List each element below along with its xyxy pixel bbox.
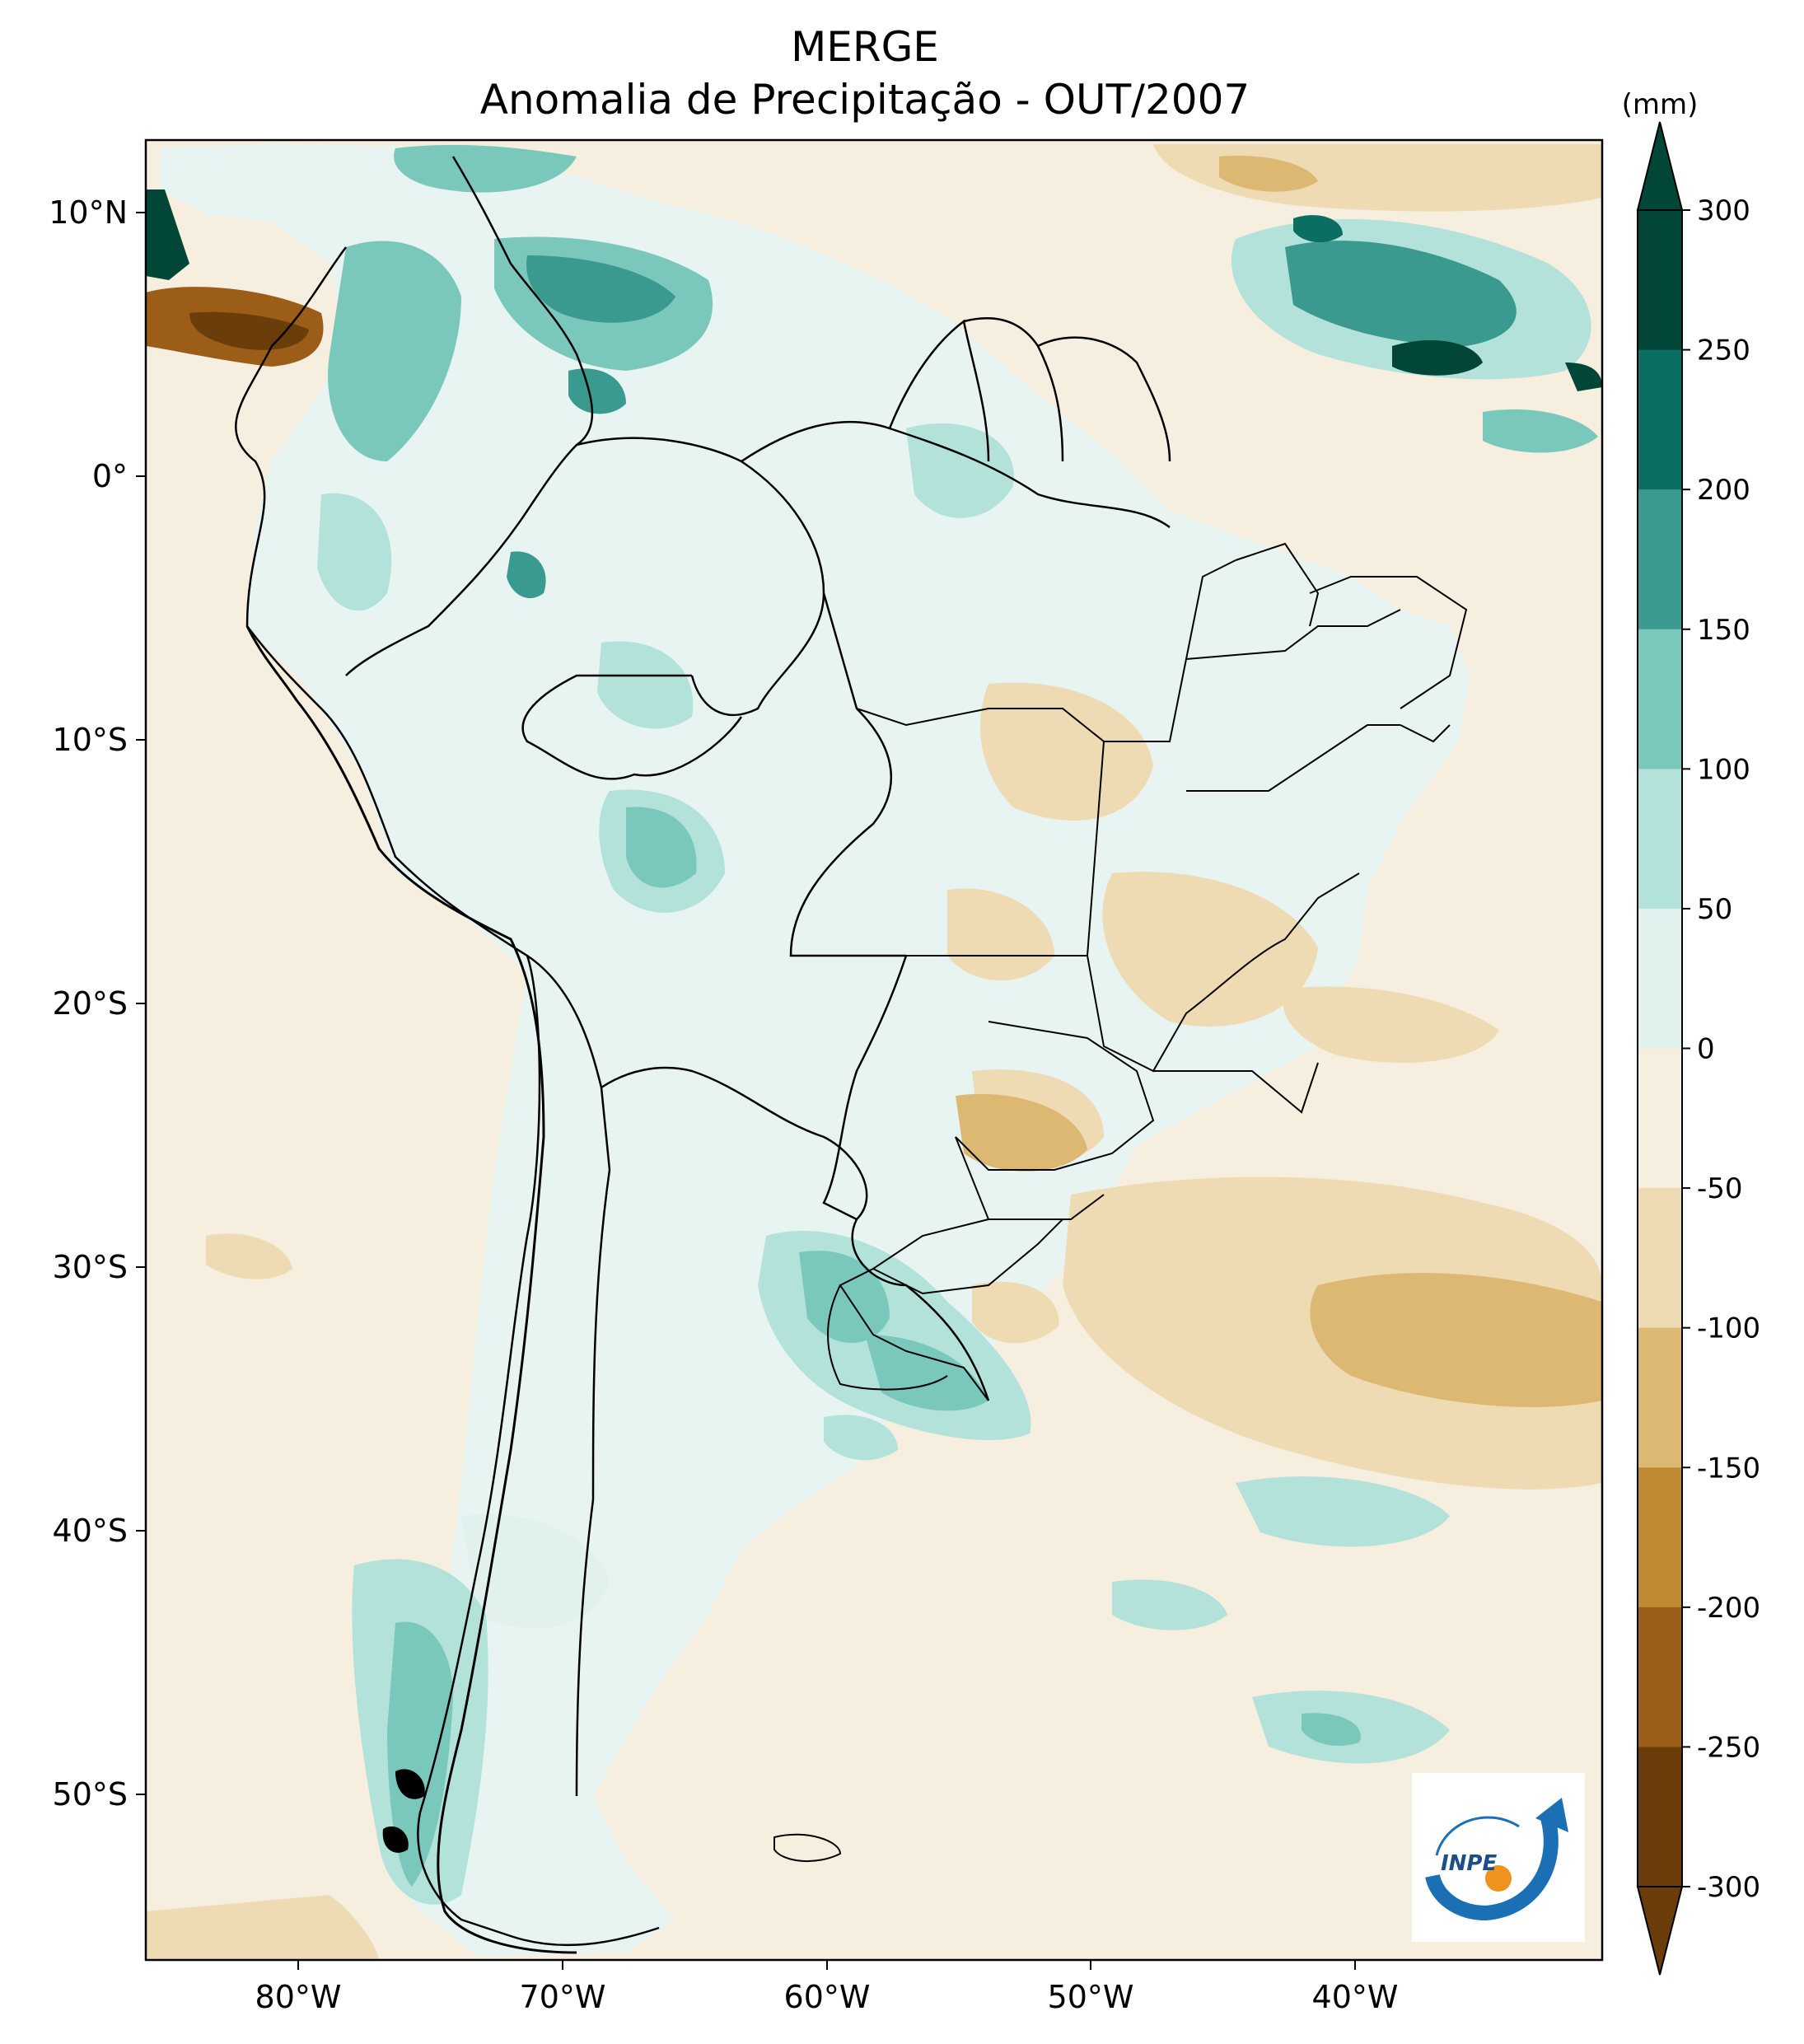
colorbar-tick-label: 0 (1697, 1033, 1715, 1066)
lat-label-10s: 10°S (53, 722, 128, 758)
colorbar-bin-9 (1638, 1467, 1682, 1608)
colorbar-tick-label: -250 (1697, 1731, 1760, 1764)
colorbar-tick-label: 200 (1697, 474, 1750, 507)
lat-label-50s: 50°S (53, 1776, 128, 1812)
map-subtitle: Anomalia de Precipitação - OUT/2007 (479, 76, 1250, 124)
colorbar-tick-label: -300 (1697, 1871, 1760, 1904)
colorbar-bin-7 (1638, 1188, 1682, 1329)
lat-label-20s: 20°S (53, 985, 128, 1022)
anomaly-patch-pacific-north-wet (146, 189, 189, 280)
colorbar-units: (mm) (1622, 88, 1699, 121)
colorbar-extend-max (1636, 121, 1684, 211)
colorbar-bin-11 (1638, 1747, 1682, 1887)
colorbar-bin-3 (1638, 629, 1682, 769)
lat-label-0: 0° (92, 458, 128, 494)
colorbar-bin-5 (1638, 908, 1682, 1049)
lon-label-40w: 40°W (1312, 1979, 1399, 2015)
lon-label-60w: 60°W (784, 1979, 871, 2015)
colorbar-tick-label: 300 (1697, 194, 1750, 227)
map-frame (144, 138, 1604, 1962)
colorbar-extend-min (1636, 1886, 1684, 1976)
lat-label-30s: 30°S (53, 1249, 128, 1285)
inpe-logo: INPE (1412, 1773, 1585, 1942)
colorbar-bin-10 (1638, 1607, 1682, 1747)
colorbar-bin-8 (1638, 1327, 1682, 1468)
colorbar-tick-label: 150 (1697, 614, 1750, 647)
anomaly-patch-central-brazil-dry (980, 682, 1153, 821)
colorbar-bin-0 (1638, 210, 1682, 351)
lat-label-10n: 10°N (49, 194, 128, 231)
anomaly-patch-pacific-very-dry (189, 311, 309, 350)
anomaly-patch-colombia (328, 241, 461, 461)
colorbar-bin-2 (1638, 489, 1682, 630)
inpe-logo-text: INPE (1441, 1851, 1497, 1876)
anomaly-patch-parana-dry (956, 1093, 1087, 1172)
colorbar-tick-label: 100 (1697, 753, 1750, 786)
colorbar-tick-label: 50 (1697, 893, 1732, 926)
colorbar-tick-label: -200 (1697, 1592, 1760, 1625)
colorbar-tick-label: -50 (1697, 1172, 1743, 1205)
state-borders (827, 542, 1468, 1401)
lon-label-70w: 70°W (520, 1979, 606, 2015)
longitude-axis: 80°W 70°W 60°W 50°W 40°W (255, 1960, 1399, 2015)
colorbar-tick-label: -100 (1697, 1312, 1760, 1345)
latitude-axis: 10°N 0° 10°S 20°S 30°S 40°S 50°S (49, 194, 146, 1812)
colorbar-bin-6 (1638, 1048, 1682, 1189)
south-america-landmass (161, 144, 1470, 1957)
colorbar-tick-label: -150 (1697, 1452, 1760, 1485)
colorbar-bin-1 (1638, 349, 1682, 490)
lat-label-40s: 40°S (53, 1513, 128, 1549)
map-plot-area (146, 140, 1602, 1960)
lon-label-80w: 80°W (255, 1979, 342, 2015)
anomaly-patch-caribbean (394, 144, 577, 193)
colorbar-tick-label: 250 (1697, 334, 1750, 367)
map-title: MERGE (791, 23, 939, 71)
coastline (245, 625, 577, 1954)
colorbar: 300 250 200 150 100 50 0 -50 -100 -150 -200 -250 -30… (1636, 121, 1760, 1976)
lon-label-50w: 50°W (1048, 1979, 1134, 2015)
colorbar-bin-4 (1638, 769, 1682, 910)
